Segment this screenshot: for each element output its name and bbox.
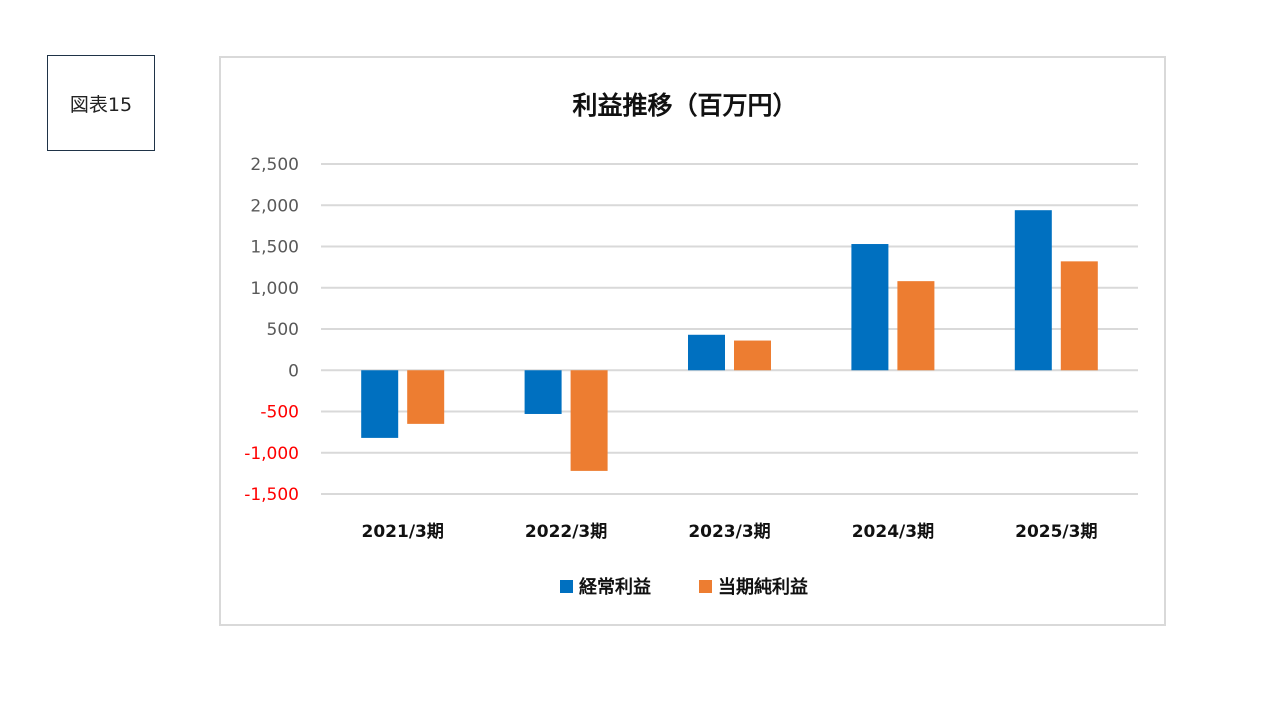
profit-bar-chart: 利益推移（百万円） 2,500 2,000 1,500 1,000 500 0 -500 -1… xyxy=(244,91,1138,598)
y-tick-label: -1,000 xyxy=(244,444,299,464)
bar-net-income xyxy=(897,281,935,371)
x-tick-label: 2023/3期 xyxy=(688,522,770,542)
x-axis-ticks: 2021/3期 2022/3期 2023/3期 2024/3期 2025/3期 xyxy=(362,522,1098,542)
legend-swatch xyxy=(699,580,712,593)
x-tick-label: 2024/3期 xyxy=(852,522,934,542)
y-tick-label: 1,000 xyxy=(250,279,299,299)
bar-net-income xyxy=(1060,261,1098,371)
x-tick-label: 2021/3期 xyxy=(362,522,444,542)
gridlines xyxy=(321,163,1138,495)
bar-ordinary-profit xyxy=(1014,210,1052,371)
bar-net-income xyxy=(734,340,771,371)
y-tick-label: 0 xyxy=(288,361,299,381)
y-tick-label: 1,500 xyxy=(250,238,299,258)
y-tick-label: 2,500 xyxy=(250,155,299,175)
y-tick-label: 2,000 xyxy=(250,196,299,216)
bar-ordinary-profit xyxy=(524,370,562,414)
chart-title: 利益推移（百万円） xyxy=(572,91,797,120)
y-axis-ticks: 2,500 2,000 1,500 1,000 500 0 -500 -1,000 -1,500 xyxy=(244,155,299,505)
legend-label: 当期純利益 xyxy=(718,576,808,598)
figure-label: 図表15 xyxy=(47,55,155,151)
chart-frame: 利益推移（百万円） 2,500 2,000 1,500 1,000 500 0 -500 -1… xyxy=(219,56,1166,626)
bar-net-income xyxy=(407,370,445,424)
y-tick-label: 500 xyxy=(267,320,299,340)
y-tick-label: -500 xyxy=(260,403,299,423)
x-tick-label: 2025/3期 xyxy=(1015,522,1097,542)
legend-label: 経常利益 xyxy=(579,576,651,598)
legend: 経常利益 当期純利益 xyxy=(560,576,808,598)
legend-swatch xyxy=(560,580,573,593)
bar-ordinary-profit xyxy=(361,370,399,438)
bar-ordinary-profit xyxy=(688,334,725,371)
y-tick-label: -1,500 xyxy=(244,485,299,505)
bars xyxy=(361,210,1098,471)
bar-net-income xyxy=(570,370,608,471)
bar-ordinary-profit xyxy=(851,244,889,371)
x-tick-label: 2022/3期 xyxy=(525,522,607,542)
